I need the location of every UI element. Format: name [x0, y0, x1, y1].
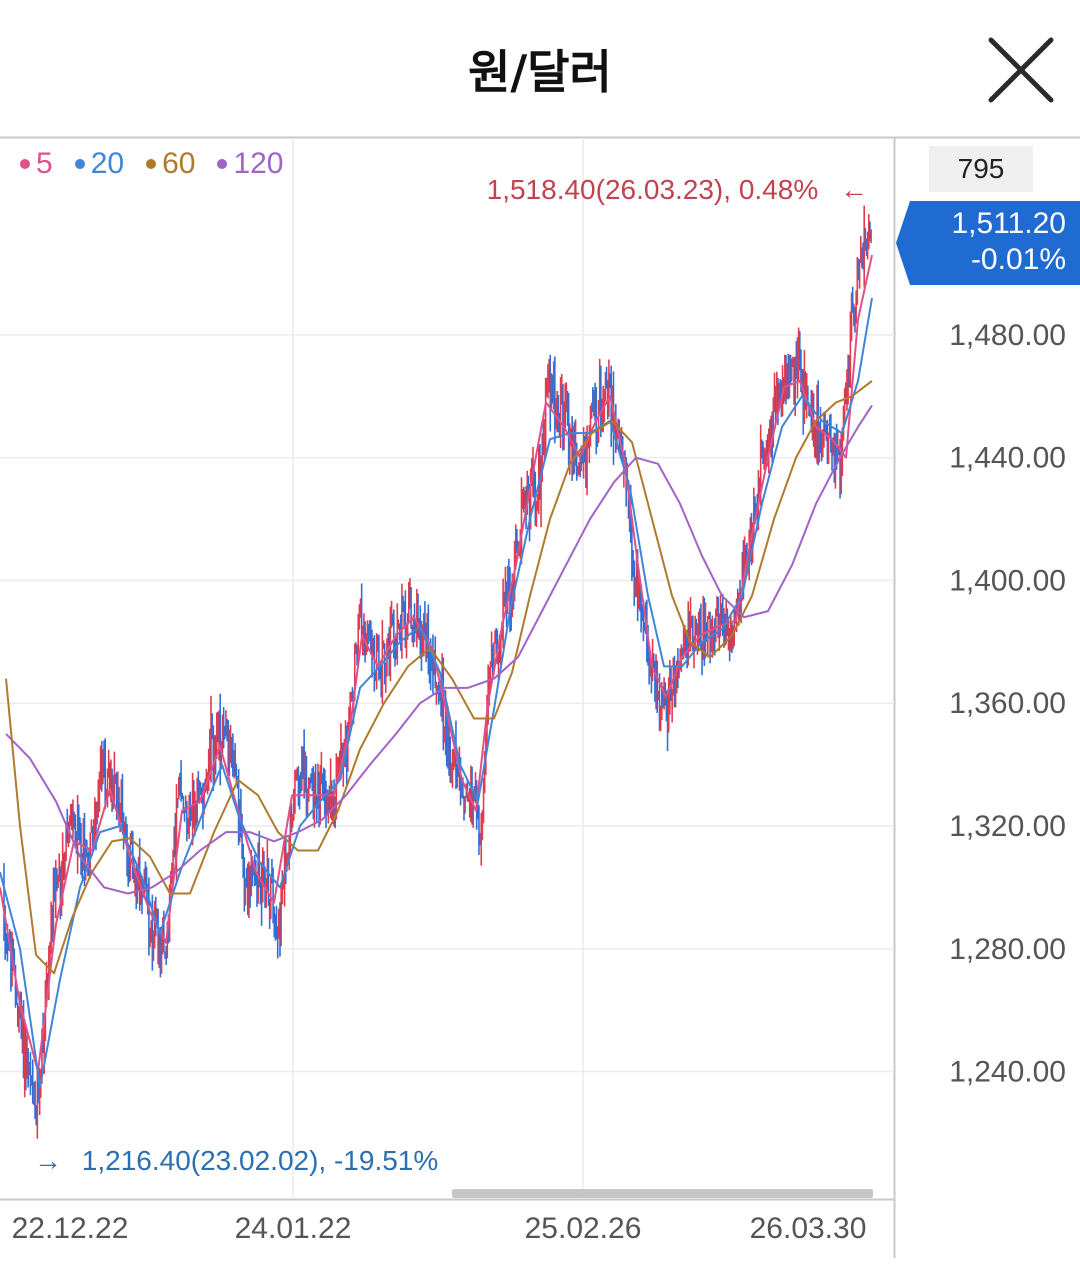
x-tick-label: 26.03.30 — [750, 1212, 867, 1245]
x-tick-label: 25.02.26 — [525, 1212, 642, 1245]
legend-dot — [217, 159, 228, 169]
y-axis: 1,480.00 1,440.00 1,400.00 1,360.00 1,320.00… — [949, 319, 1066, 1089]
legend-label: 20 — [90, 147, 125, 180]
grid-lines — [0, 138, 894, 1199]
x-tick-label: 24.01.22 — [235, 1212, 352, 1245]
candles — [3, 205, 872, 1139]
ma-line-ma5 — [0, 254, 873, 1073]
y-tick-label: 1,360.00 — [949, 687, 1066, 720]
legend-item-ma20[interactable]: 20 — [74, 146, 125, 182]
y-tick-label: 1,480.00 — [949, 319, 1066, 352]
current-price: 1,511.20 — [951, 207, 1066, 240]
legend-label: 60 — [162, 147, 196, 180]
y-tick-label: 1,320.00 — [949, 810, 1066, 843]
horizontal-scrollbar[interactable] — [452, 1189, 873, 1198]
min-annotation: → 1,216.40(23.02.02), -19.51% — [34, 1145, 438, 1177]
ma-line-ma60 — [5, 380, 873, 975]
current-change: -0.01% — [970, 243, 1066, 276]
header-bar: 원/달러 — [0, 0, 1080, 137]
legend-item-ma5[interactable]: 5 — [20, 146, 53, 182]
arrow-right-icon: → — [34, 1145, 62, 1176]
ma-line-ma120 — [5, 404, 873, 895]
y-tick-label: 1,400.00 — [949, 564, 1066, 597]
min-annotation-text: 1,216.40(23.02.02), -19.51% — [81, 1145, 439, 1176]
max-annotation-text: 1,518.40(26.03.23), 0.48% — [486, 174, 819, 205]
moving-average-lines — [0, 254, 873, 1088]
y-tick-label: 1,280.00 — [949, 933, 1066, 966]
chart-frame — [0, 136, 1080, 1258]
x-tick-label: 22.12.22 — [12, 1212, 129, 1245]
current-price-flag: 1,511.20 -0.01% — [896, 201, 1080, 285]
legend-label: 5 — [36, 147, 53, 180]
legend-item-ma60[interactable]: 60 — [146, 146, 195, 182]
legend-item-ma120[interactable]: 120 — [217, 146, 284, 182]
x-axis: 22.12.22 24.01.22 25.02.26 26.03.30 — [12, 1212, 867, 1245]
legend: 5 20 60 120 — [20, 146, 284, 182]
page-title: 원/달러 — [468, 45, 612, 99]
legend-dot — [146, 159, 157, 169]
close-icon — [988, 37, 1054, 103]
close-button[interactable] — [985, 34, 1057, 106]
arrow-left-icon: ← — [840, 174, 868, 205]
legend-dot — [74, 159, 85, 169]
candle-count-badge: 795 — [929, 146, 1033, 192]
max-annotation: 1,518.40(26.03.23), 0.48% ← — [487, 174, 868, 206]
legend-dot — [20, 159, 30, 169]
legend-label: 120 — [233, 147, 284, 180]
price-flag-background — [896, 201, 1080, 285]
y-tick-label: 1,440.00 — [949, 442, 1066, 475]
ma-line-ma20 — [0, 297, 873, 1088]
y-tick-label: 1,240.00 — [949, 1056, 1066, 1089]
